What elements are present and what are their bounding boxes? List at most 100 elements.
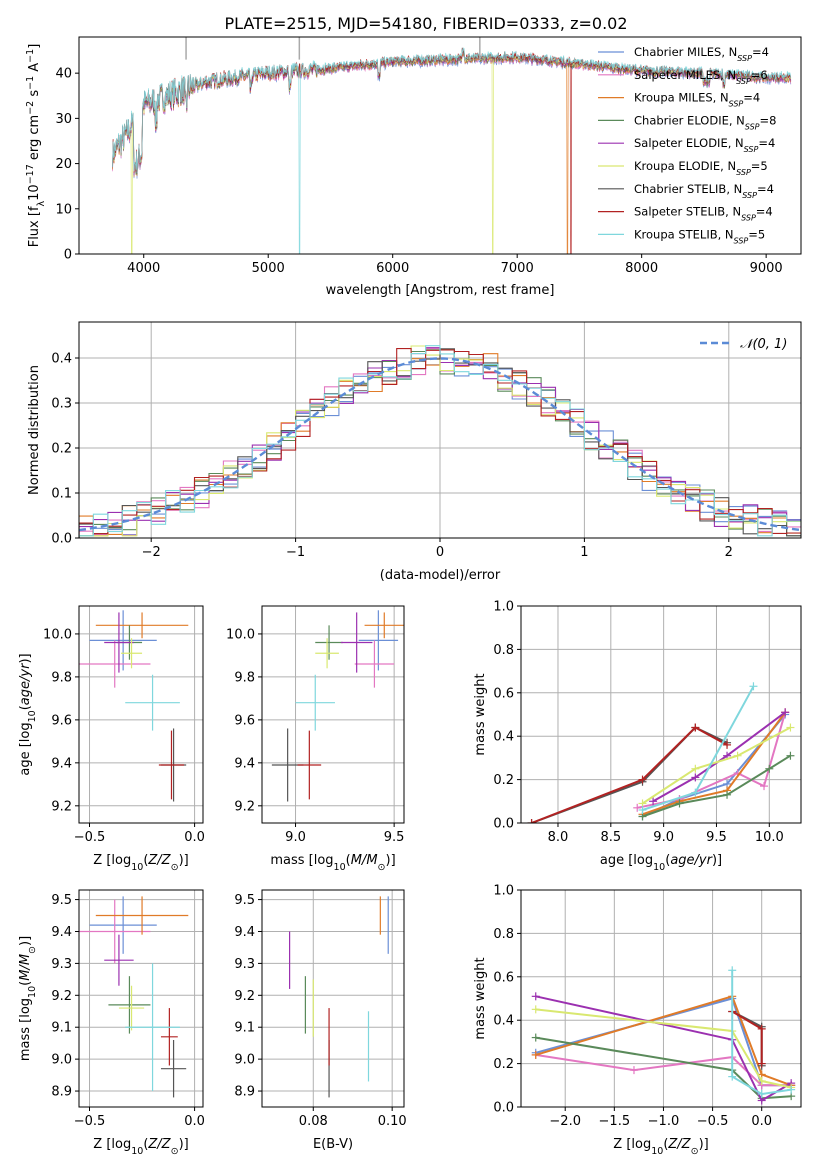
y-tick-label: 0.2 bbox=[493, 1057, 514, 1072]
normal-curve bbox=[79, 357, 801, 532]
label-part: 10 bbox=[651, 1146, 663, 1157]
legend-entry: Kroupa ELODIE, NSSP=5 bbox=[634, 159, 768, 177]
y-tick-label: 0.4 bbox=[493, 730, 514, 745]
y-tick-label: 9.5 bbox=[51, 893, 72, 908]
y-tick-label: 0.8 bbox=[493, 643, 514, 658]
legend-text: Salpeter ELODIE, N bbox=[634, 136, 744, 150]
panel-age-vs-mass: 9.0 9.5 9.2 9.4 9.6 9.8 10.0 mass [log10(M/M⊙)] bbox=[226, 605, 405, 873]
label-part: )] bbox=[179, 853, 189, 868]
panel-weight-vs-age: 8.0 8.5 9.0 9.5 10.0 0.0 0.2 0.4 0.6 0.8 1.0 age [l… bbox=[473, 600, 802, 873]
x-tick-label: 6000 bbox=[376, 261, 409, 276]
legend-sub: SSP bbox=[744, 145, 759, 154]
x-tick-label: 0 bbox=[436, 545, 444, 560]
x-tick-label: −0.5 bbox=[697, 1114, 729, 1129]
legend-sub: SSP bbox=[736, 168, 751, 177]
x-axis-label: Z [log10(Z/Z⊙)] bbox=[93, 1137, 188, 1157]
x-tick-label: −1.0 bbox=[648, 1114, 680, 1129]
label-part: age [log bbox=[18, 722, 33, 775]
errorbar-point-salpeter-elodie bbox=[104, 934, 134, 986]
y-tick-label: 0.8 bbox=[493, 927, 514, 942]
y-tick-label: 9.2 bbox=[51, 989, 72, 1004]
label-part: ] bbox=[27, 44, 42, 49]
axes-frame bbox=[78, 605, 204, 824]
y-tick-label: 9.3 bbox=[51, 957, 72, 972]
legend-entry: Kroupa MILES, NSSP=4 bbox=[634, 91, 760, 109]
label-part: Z [log bbox=[93, 853, 131, 868]
weight-series-chabrier-elodie bbox=[638, 751, 795, 821]
errorbar-point-salpeter-stelib bbox=[297, 730, 322, 800]
plot-area bbox=[79, 610, 189, 802]
legend-entry: 𝒩(0, 1) bbox=[740, 337, 787, 352]
label-part: Z/Z bbox=[147, 1137, 171, 1152]
x-tick-label: 2 bbox=[725, 545, 733, 560]
label-part: ( bbox=[143, 853, 148, 868]
errorbar-point-chabrier-elodie bbox=[108, 976, 151, 1034]
legend-count: =6 bbox=[751, 68, 768, 82]
legend-count: =4 bbox=[758, 136, 775, 150]
y-axis-label: age [log10(age/yr)] bbox=[18, 653, 38, 775]
legend-sub: SSP bbox=[745, 122, 760, 131]
weight-series-salpeter-stelib bbox=[728, 1007, 766, 1068]
y-tick-label: 8.9 bbox=[234, 1085, 255, 1100]
y-axis-label: Flux [fλ10−17 erg cm−2 s−1 A−1] bbox=[25, 44, 47, 248]
x-axis-label: Z [log10(Z/Z⊙)] bbox=[93, 853, 188, 873]
axes-frame bbox=[78, 36, 802, 255]
errorbar-point-salpeter-miles bbox=[79, 899, 151, 964]
residual-legend: 𝒩(0, 1) bbox=[700, 337, 787, 352]
y-tick-label: 9.5 bbox=[234, 893, 255, 908]
plot-area bbox=[289, 896, 389, 1098]
x-axis-label: mass [log10(M/M⊙)] bbox=[270, 853, 395, 873]
label-part: ( bbox=[346, 853, 351, 868]
x-tick-label: 9.0 bbox=[285, 830, 306, 845]
y-tick-label: 30 bbox=[55, 112, 72, 127]
weight-line bbox=[531, 726, 728, 823]
y-tick-label: 40 bbox=[55, 67, 72, 82]
label-part: )] bbox=[699, 1137, 709, 1152]
errorbar-point-chabrier-miles bbox=[358, 610, 399, 671]
weight-series-kroupa-stelib bbox=[638, 682, 758, 814]
y-tick-label: 10.0 bbox=[226, 627, 255, 642]
legend-count: =4 bbox=[757, 182, 774, 196]
weight-line bbox=[641, 726, 791, 805]
label-part: )] bbox=[386, 853, 396, 868]
legend-count: =5 bbox=[748, 227, 765, 241]
label-part: −1 bbox=[25, 76, 36, 90]
label-part: M/M bbox=[18, 954, 33, 981]
weight-line bbox=[652, 711, 786, 803]
label-part: ⊙ bbox=[171, 862, 179, 873]
errorbar-point-salpeter-stelib bbox=[158, 730, 185, 800]
label-part: ( bbox=[665, 853, 670, 868]
label-part: −17 bbox=[25, 164, 36, 184]
plot-area bbox=[79, 345, 801, 538]
x-tick-label: 9.0 bbox=[653, 830, 674, 845]
errorbar-point-chabrier-elodie bbox=[315, 625, 343, 660]
label-part: 10 bbox=[334, 862, 346, 873]
weight-series-salpeter-stelib bbox=[527, 723, 732, 823]
y-tick-label: 9.8 bbox=[234, 670, 255, 685]
panel-age-vs-Z: −0.5 0.09.29.49.69.810.0Z [log10(Z/Z⊙)]ag… bbox=[18, 605, 205, 873]
panel-residuals: −2 −1 0 1 2 0.0 0.1 0.2 0.3 0.4 𝒩(0, 1) (data-model… bbox=[27, 321, 802, 583]
legend-text: Kroupa STELIB, N bbox=[634, 227, 734, 241]
label-part: ⊙ bbox=[378, 862, 386, 873]
y-tick-label: 9.6 bbox=[234, 713, 255, 728]
plot-area bbox=[79, 896, 189, 1098]
label-part: Z/Z bbox=[147, 853, 171, 868]
legend-count: =4 bbox=[756, 205, 773, 219]
x-tick-label: −2 bbox=[142, 545, 161, 560]
label-part: 10 bbox=[131, 1146, 143, 1157]
legend-sub: SSP bbox=[741, 213, 756, 222]
errorbar-point-chabrier-miles bbox=[89, 610, 157, 671]
label-part: s bbox=[27, 90, 42, 101]
legend-count: =4 bbox=[743, 91, 760, 105]
y-tick-label: 9.4 bbox=[51, 925, 72, 940]
legend-entry: Chabrier MILES, NSSP=4 bbox=[634, 45, 769, 63]
errorbar-point-chabrier-stelib bbox=[160, 1039, 187, 1098]
x-tick-label: 10.0 bbox=[755, 830, 784, 845]
legend-entry: Kroupa STELIB, NSSP=5 bbox=[634, 227, 765, 245]
label-part: ⊙ bbox=[691, 1146, 699, 1157]
axes-frame bbox=[520, 889, 802, 1108]
label-part: A bbox=[27, 63, 42, 76]
y-tick-label: 0 bbox=[64, 248, 72, 263]
errorbar-point-kroupa-stelib bbox=[295, 674, 335, 731]
y-tick-label: 0.6 bbox=[493, 686, 514, 701]
